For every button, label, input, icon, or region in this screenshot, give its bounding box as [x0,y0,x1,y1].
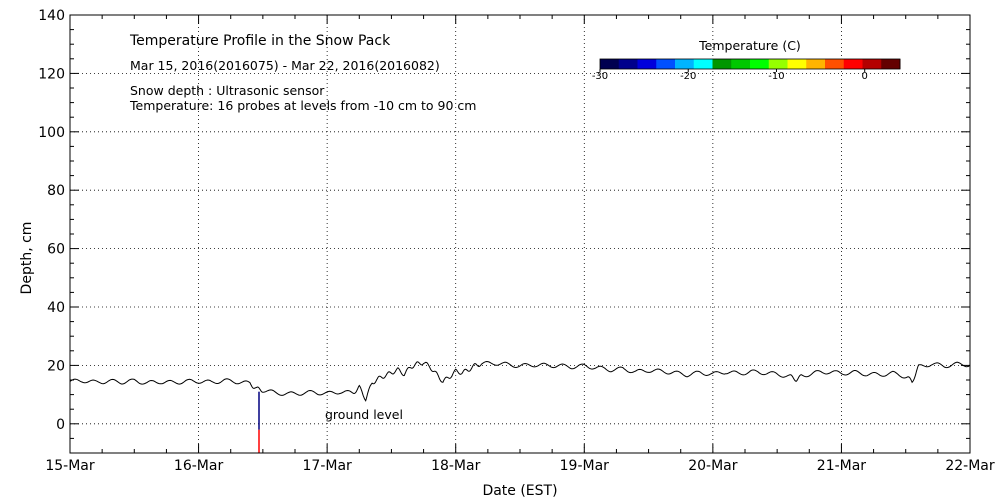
chart-subtitle: Mar 15, 2016(2016075) - Mar 22, 2016(201… [130,58,440,73]
colorbar-tick-label: -20 [680,71,696,82]
y-tick-label: 80 [47,183,65,199]
colorbar-swatch [881,59,901,69]
colorbar-swatch [693,59,713,69]
y-tick-label: 40 [47,300,65,316]
y-tick-label: 100 [38,125,65,141]
y-tick-label: 60 [47,242,65,258]
y-tick-label: 20 [47,358,65,374]
colorbar-swatch [843,59,863,69]
colorbar-tick-label: 0 [862,71,868,82]
snow-depth-line [69,360,971,402]
plot-frame [69,14,971,454]
colorbar: Temperature (C) -30 -20 -10 0 [592,38,901,82]
chart-note-temperature: Temperature: 16 probes at levels from -1… [129,98,476,113]
x-tick-label: 22-Mar [945,458,995,474]
x-tick-label: 17-Mar [303,458,353,474]
series-layer [69,360,971,402]
colorbar-swatch [656,59,676,69]
y-axis-title: Depth, cm [19,222,35,295]
colorbar-swatch [825,59,845,69]
colorbar-swatch [600,59,620,69]
y-tick-label: 140 [38,8,65,24]
colorbar-tick-label: -30 [592,71,608,82]
chart-title: Temperature Profile in the Snow Pack [129,33,391,49]
ground-level-annotation: ground level [325,407,403,422]
x-tick-label: 20-Mar [688,458,738,474]
chart-note-depth: Snow depth : Ultrasonic sensor [130,83,325,98]
colorbar-swatch [787,59,807,69]
y-tick-label: 120 [38,66,65,82]
colorbar-swatch [768,59,788,69]
colorbar-title: Temperature (C) [698,38,801,53]
x-axis-title: Date (EST) [482,483,557,499]
colorbar-swatch [750,59,770,69]
colorbar-swatch [675,59,695,69]
colorbar-frame [599,58,901,70]
colorbar-swatch [862,59,882,69]
colorbar-swatch [712,59,732,69]
colorbar-swatch [637,59,657,69]
colorbar-swatch [731,59,751,69]
axis-ticks: 15-Mar 16-Mar 17-Mar 18-Mar 19-Mar 20-Mar 21-M… [38,8,995,474]
colorbar-swatch [806,59,826,69]
x-tick-label: 19-Mar [560,458,610,474]
x-tick-label: 16-Mar [174,458,224,474]
x-tick-label: 15-Mar [45,458,95,474]
x-tick-label: 18-Mar [431,458,481,474]
grid-lines [70,15,970,453]
colorbar-tick-label: -10 [768,71,784,82]
y-tick-label: 0 [56,417,65,433]
x-tick-label: 21-Mar [817,458,867,474]
colorbar-swatch [618,59,638,69]
